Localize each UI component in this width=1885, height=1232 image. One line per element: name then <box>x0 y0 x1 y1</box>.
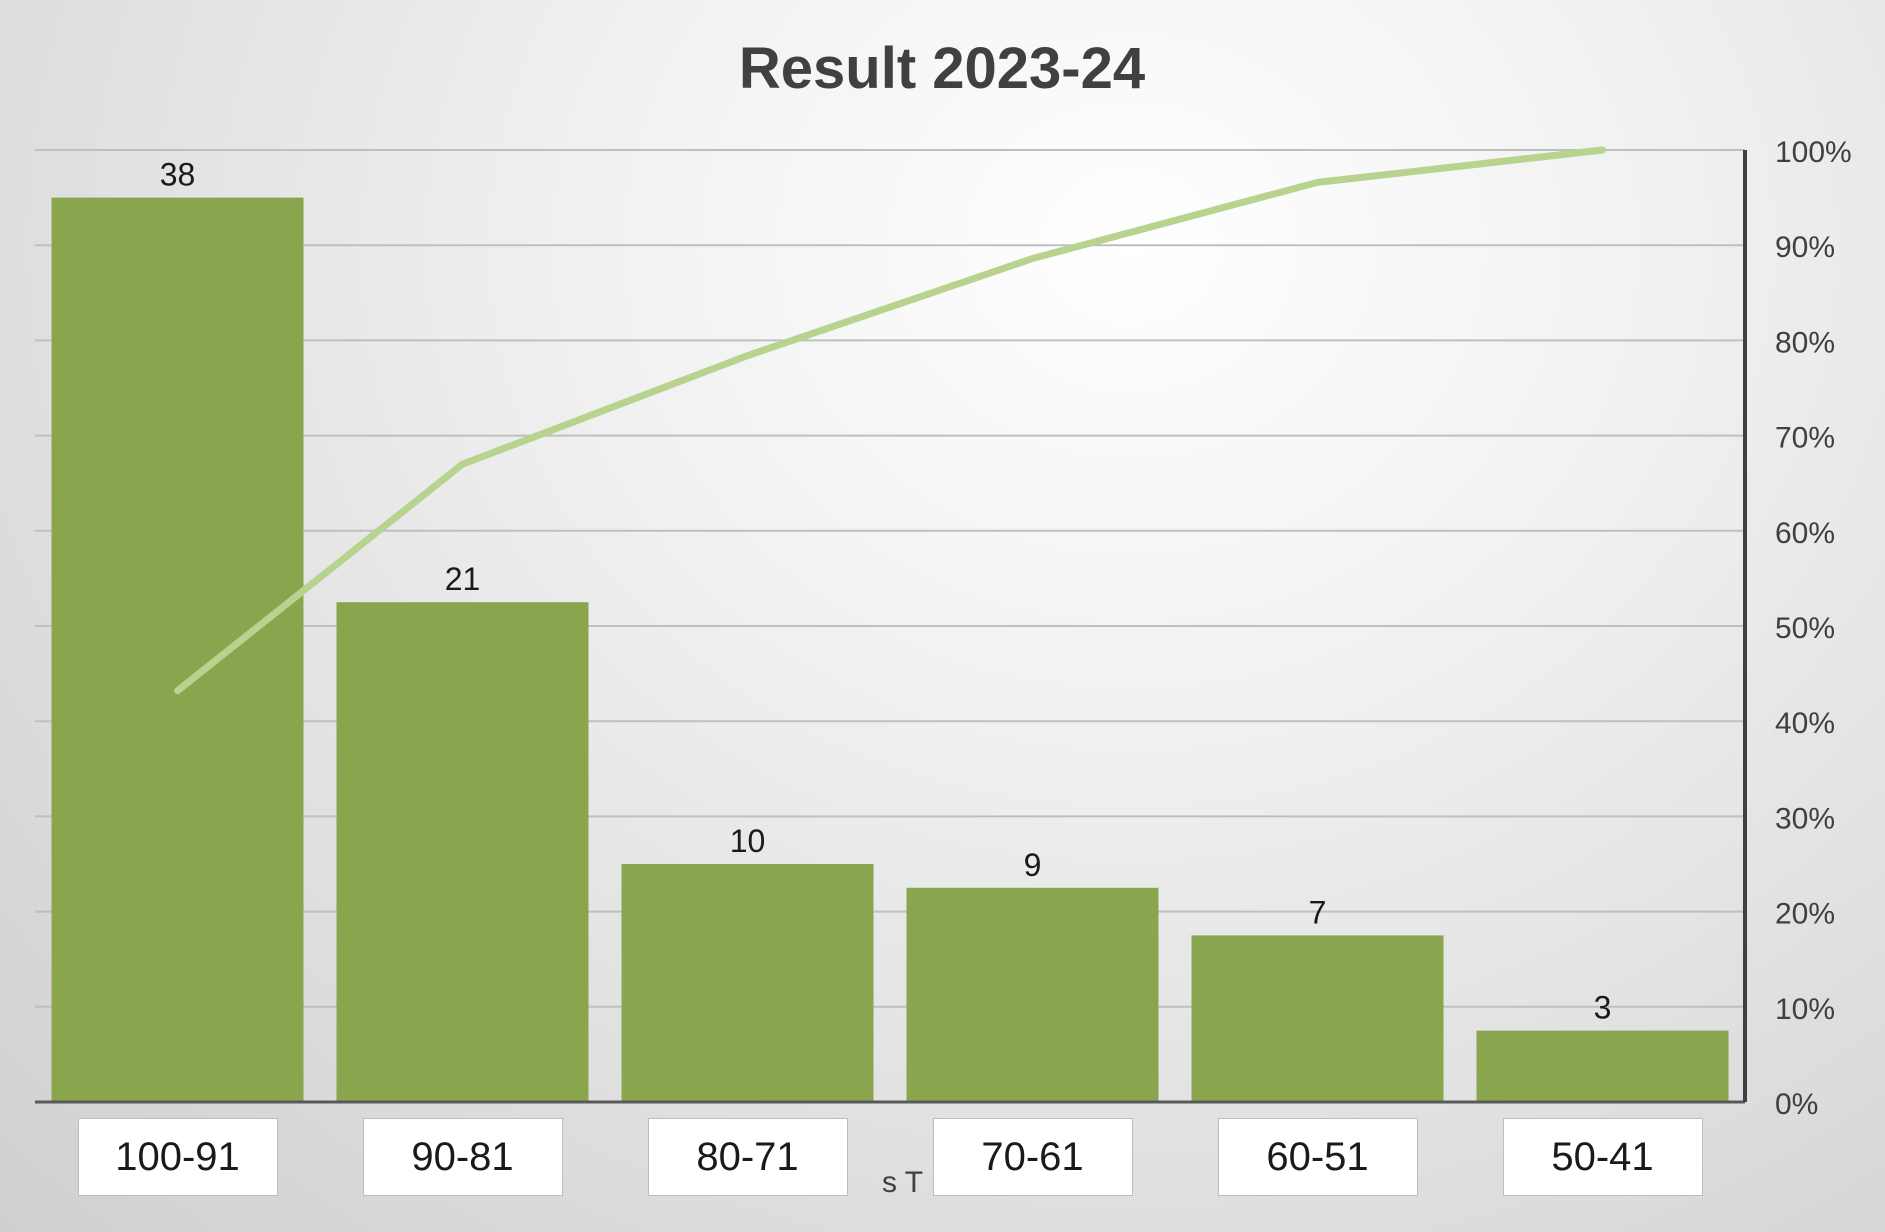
y2-tick-label: 90% <box>1775 231 1835 264</box>
category-label: 60-51 <box>1217 1118 1418 1196</box>
bar <box>336 602 589 1102</box>
category-label: 50-41 <box>1502 1118 1703 1196</box>
category-label: 80-71 <box>647 1118 848 1196</box>
y2-tick-label: 60% <box>1775 517 1835 550</box>
category-label: 70-61 <box>932 1118 1133 1196</box>
y2-tick-label: 50% <box>1775 612 1835 645</box>
category-label: 90-81 <box>362 1118 563 1196</box>
cumulative-percent-line <box>174 146 1606 695</box>
category-label: 100-91 <box>77 1118 278 1196</box>
bar <box>1191 935 1444 1102</box>
y2-tick-label: 100% <box>1775 136 1852 169</box>
data-labels: 38 21 10 9 7 3 <box>160 157 1612 1026</box>
data-label: 9 <box>1024 847 1042 883</box>
gridlines <box>35 149 1745 1103</box>
bar <box>1476 1030 1729 1102</box>
bar <box>906 887 1159 1102</box>
bars <box>51 197 1729 1103</box>
data-label: 38 <box>160 157 196 193</box>
data-label: 3 <box>1594 990 1612 1026</box>
y2-tick-label: 70% <box>1775 422 1835 455</box>
data-label: 10 <box>730 823 766 859</box>
data-label: 7 <box>1309 894 1327 930</box>
y2-tick-label: 80% <box>1775 326 1835 359</box>
y2-tick-label: 30% <box>1775 802 1835 835</box>
y2-tick-label: 0% <box>1775 1088 1818 1121</box>
bar <box>621 864 874 1102</box>
chart-title: Result 2023-24 <box>739 36 1145 101</box>
axes: 0% 10% 20% 30% 40% 50% 60% 70% 80% 90% 100% <box>35 136 1852 1121</box>
cumulative-line <box>174 146 1606 695</box>
data-label: 21 <box>445 561 481 597</box>
y2-tick-label: 10% <box>1775 993 1835 1026</box>
y2-tick-label: 40% <box>1775 707 1835 740</box>
partial-axis-title: s T <box>882 1166 923 1199</box>
bar <box>51 197 304 1103</box>
y2-tick-label: 20% <box>1775 898 1835 931</box>
